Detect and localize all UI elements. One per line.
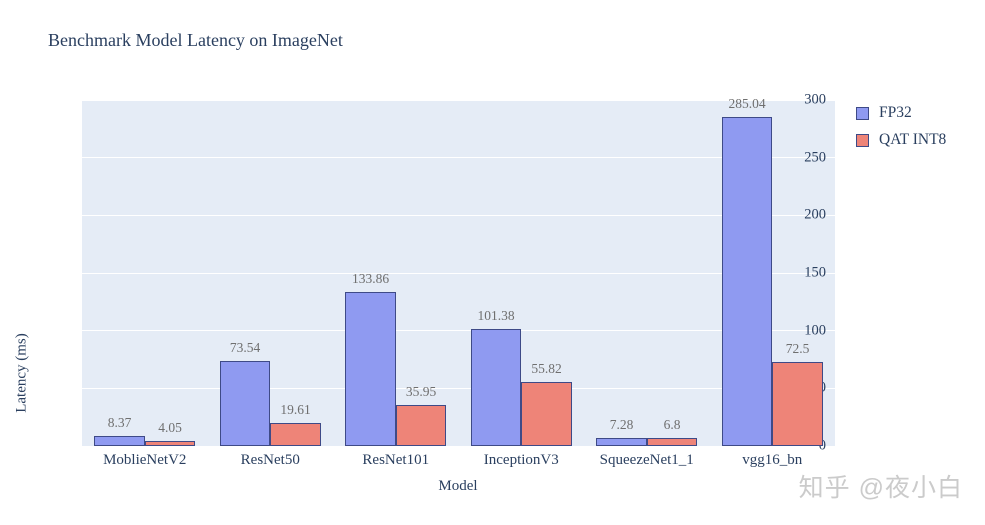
x-tick-label: InceptionV3	[483, 452, 559, 468]
bar-value-label: 133.86	[351, 270, 390, 286]
bar-fp32-inceptionv3	[470, 329, 522, 446]
watermark: 知乎 @夜小白	[798, 474, 963, 502]
gridline	[82, 387, 835, 389]
legend: FP32 QAT INT8	[856, 104, 946, 158]
chart-title: Benchmark Model Latency on ImageNet	[48, 30, 343, 50]
bar-fp32-resnet50	[219, 361, 271, 446]
legend-label: FP32	[879, 104, 912, 121]
bar-value-label: 101.38	[477, 308, 515, 324]
y-tick-label: 150	[804, 264, 826, 281]
legend-item-fp32: FP32	[856, 104, 946, 122]
x-tick-label: ResNet50	[240, 452, 300, 468]
plot-area: Latency (ms) 0501001502002503008.374.05M…	[14, 92, 835, 468]
legend-item-qat-int8: QAT INT8	[856, 131, 946, 149]
y-tick-label: 300	[804, 91, 826, 108]
bar-value-label: 35.95	[405, 383, 437, 399]
bar-value-label: 8.37	[107, 415, 132, 431]
bar-fp32-resnet101	[345, 291, 396, 446]
bar-qat-int8-resnet50	[270, 423, 321, 446]
bar-qat-int8-inceptionv3	[521, 381, 572, 446]
gridline	[82, 330, 835, 332]
bar-value-label: 285.04	[728, 96, 766, 112]
legend-label: QAT INT8	[879, 131, 947, 148]
bar-fp32-squeezenet1_1	[596, 437, 647, 446]
x-tick-label: ResNet101	[362, 452, 430, 468]
gridline	[82, 157, 835, 159]
gridline	[82, 214, 835, 216]
bar-qat-int8-vgg16_bn	[772, 362, 823, 446]
x-tick-label: vgg16_bn	[742, 452, 803, 468]
y-tick-label: 200	[804, 206, 826, 223]
y-tick-label: 250	[804, 149, 826, 166]
bar-value-label: 7.28	[609, 416, 634, 432]
gridline	[82, 272, 835, 274]
bar-value-label: 19.61	[280, 402, 311, 418]
bar-fp32-vgg16_bn	[721, 117, 773, 446]
bar-qat-int8-moblienetv2	[144, 441, 196, 446]
bar-value-label: 55.82	[531, 360, 562, 376]
bar-value-label: 4.05	[158, 420, 182, 436]
x-tick-label: MoblieNetV2	[103, 452, 187, 468]
y-tick-label: 100	[804, 322, 826, 339]
y-axis-title: Latency (ms)	[13, 333, 30, 413]
x-tick-label: SqueezeNet1_1	[599, 452, 694, 468]
bar-value-label: 73.54	[229, 340, 261, 356]
gridline	[82, 99, 835, 101]
bar-qat-int8-resnet101	[395, 404, 447, 446]
legend-swatch-icon	[856, 106, 869, 120]
x-axis-title: Model	[438, 478, 478, 494]
bar-value-label: 6.8	[663, 417, 681, 433]
bar-qat-int8-squeezenet1_1	[646, 438, 698, 446]
bar-value-label: 72.5	[785, 341, 810, 357]
legend-swatch-icon	[856, 133, 869, 147]
bar-fp32-moblienetv2	[94, 436, 145, 446]
